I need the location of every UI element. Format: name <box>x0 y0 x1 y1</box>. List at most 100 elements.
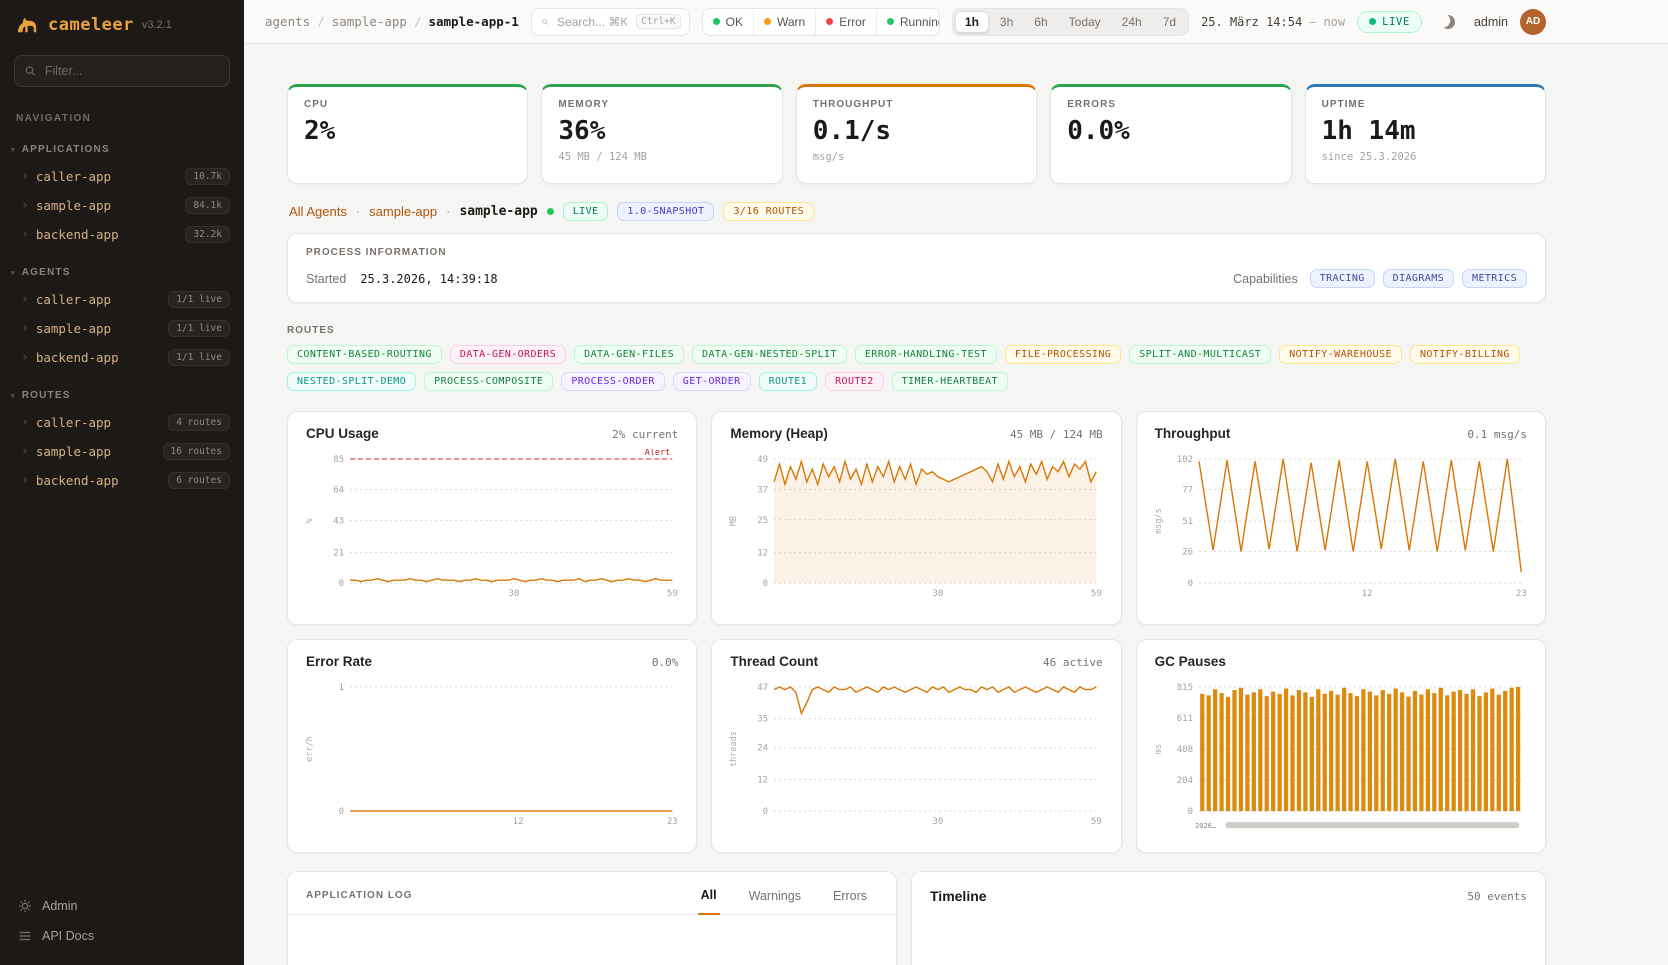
route-pill-process-composite[interactable]: PROCESS-COMPOSITE <box>424 372 554 391</box>
svg-text:err/h: err/h <box>305 736 315 762</box>
sidebar-item-agents-backend-app[interactable]: › backend-app 1/1 live <box>0 343 244 372</box>
content: CPU 2% MEMORY 36% 45 MB / 124 MB THROUGHPUT 0.… <box>244 44 1668 965</box>
routes-title: ROUTES <box>287 325 335 336</box>
filter-input[interactable] <box>42 63 219 79</box>
time-range-24h[interactable]: 24h <box>1112 11 1152 33</box>
sidebar-item-applications-caller-app[interactable]: › caller-app 10.7k <box>0 162 244 191</box>
chevron-right-icon: › <box>21 415 29 430</box>
route-pill-split-and-multicast[interactable]: SPLIT-AND-MULTICAST <box>1129 345 1272 364</box>
chart-head: Throughput 0.1 msg/s <box>1151 426 1531 441</box>
sidebar: cameleer v3.2.1 NAVIGATION ▾ APPLICATIONS… <box>0 0 244 965</box>
log-tab-warnings[interactable]: Warnings <box>746 888 804 914</box>
svg-text:23: 23 <box>1516 589 1527 599</box>
sidebar-item-applications-sample-app[interactable]: › sample-app 84.1k <box>0 191 244 220</box>
stat-value: 36% <box>558 116 606 146</box>
time-range-1h[interactable]: 1h <box>954 10 989 33</box>
svg-text:1: 1 <box>339 683 344 693</box>
chevron-right-icon: › <box>21 227 29 242</box>
route-pill-get-order[interactable]: GET-ORDER <box>672 372 751 391</box>
route-pill-process-order[interactable]: PROCESS-ORDER <box>561 372 665 391</box>
svg-text:21: 21 <box>333 548 344 558</box>
route-pill-notify-billing[interactable]: NOTIFY-BILLING <box>1409 345 1520 364</box>
time-range-today[interactable]: Today <box>1059 11 1111 33</box>
svg-text:12: 12 <box>758 549 769 559</box>
theme-toggle-button[interactable] <box>1434 8 1462 36</box>
chart-title: Throughput <box>1154 426 1231 441</box>
route-pill-file-processing[interactable]: FILE-PROCESSING <box>1004 345 1122 364</box>
svg-text:43: 43 <box>333 516 344 526</box>
status-filter-warn[interactable]: Warn <box>752 8 815 35</box>
chevron-right-icon: › <box>21 350 29 365</box>
docs-icon <box>18 929 32 943</box>
sidebar-item-routes-caller-app[interactable]: › caller-app 4 routes <box>0 408 244 437</box>
global-search-box[interactable]: Ctrl+K <box>530 7 690 36</box>
breadcrumb-sample-app[interactable]: sample-app <box>331 14 407 29</box>
process-info-row: Started 25.3.2026, 14:39:18 Capabilities… <box>306 269 1527 288</box>
sidebar-footer-api-docs[interactable]: API Docs <box>0 921 244 951</box>
route-pill-nested-split-demo[interactable]: NESTED-SPLIT-DEMO <box>287 372 417 391</box>
chart-card-cpu-usage: CPU Usage 2% current 0 21 43 64 85 30 59% Alert <box>287 411 698 625</box>
avatar[interactable]: AD <box>1520 8 1546 35</box>
time-range-display[interactable]: 25. März 14:54 — now <box>1201 15 1345 29</box>
sidebar-footer-admin[interactable]: Admin <box>0 891 244 921</box>
sidebar-section-applications[interactable]: ▾ APPLICATIONS <box>0 126 244 162</box>
svg-text:30: 30 <box>933 817 944 827</box>
log-tab-all[interactable]: All <box>697 888 720 915</box>
agent-bar-link-all-agents[interactable]: All Agents <box>289 204 347 219</box>
log-tab-errors[interactable]: Errors <box>830 888 870 914</box>
time-range-3h[interactable]: 3h <box>990 11 1023 33</box>
datetime-value: 25. März 14:54 <box>1201 14 1303 29</box>
process-information-card: PROCESS INFORMATION Started 25.3.2026, 1… <box>287 233 1546 303</box>
svg-text:102: 102 <box>1176 455 1192 465</box>
sidebar-filter-box[interactable] <box>14 55 230 87</box>
capabilities: Capabilities TRACING DIAGRAMS METRICS <box>1233 269 1527 288</box>
route-pill-route2[interactable]: ROUTE2 <box>825 372 884 391</box>
sidebar-item-label: backend-app <box>35 473 119 488</box>
timeline-card: Timeline 50 events <box>911 871 1546 965</box>
sidebar-item-badge: 1/1 live <box>168 349 230 366</box>
route-pill-data-gen-files[interactable]: DATA-GEN-FILES <box>574 345 685 364</box>
svg-text:30: 30 <box>933 589 944 599</box>
sidebar-item-label: caller-app <box>35 415 112 430</box>
sidebar-item-agents-sample-app[interactable]: › sample-app 1/1 live <box>0 314 244 343</box>
route-pill-error-handling-test[interactable]: ERROR-HANDLING-TEST <box>854 345 997 364</box>
sidebar-item-label: sample-app <box>35 444 112 459</box>
svg-text:0: 0 <box>763 579 768 589</box>
sidebar-item-routes-backend-app[interactable]: › backend-app 6 routes <box>0 466 244 495</box>
stats-row: CPU 2% MEMORY 36% 45 MB / 124 MB THROUGHPUT 0.… <box>287 84 1546 184</box>
sidebar-section-agents[interactable]: ▾ AGENTS <box>0 249 244 285</box>
agent-bar-link-sample-app[interactable]: sample-app <box>369 204 438 219</box>
svg-text:12: 12 <box>1361 589 1372 599</box>
status-filter-error[interactable]: Error <box>815 8 876 35</box>
breadcrumb-agents[interactable]: agents <box>265 14 311 29</box>
svg-text:12: 12 <box>758 775 769 785</box>
search-input[interactable] <box>555 13 630 30</box>
svg-text:ms: ms <box>1154 744 1164 754</box>
sidebar-item-applications-backend-app[interactable]: › backend-app 32.2k <box>0 220 244 249</box>
stat-label: ERRORS <box>1067 99 1116 110</box>
route-pill-timer-heartbeat[interactable]: TIMER-HEARTBEAT <box>891 372 1008 391</box>
app-name: cameleer <box>48 15 134 35</box>
route-pill-notify-warehouse[interactable]: NOTIFY-WAREHOUSE <box>1279 345 1402 364</box>
route-pill-route1[interactable]: ROUTE1 <box>758 372 818 391</box>
route-pill-data-gen-nested-split[interactable]: DATA-GEN-NESTED-SPLIT <box>692 345 847 364</box>
chevron-right-icon: › <box>21 444 29 459</box>
capability-pill-diagrams: DIAGRAMS <box>1382 269 1455 288</box>
app-logo[interactable]: cameleer v3.2.1 <box>0 0 244 47</box>
section-label: ROUTES <box>21 390 71 401</box>
status-filter-ok[interactable]: OK <box>703 9 753 35</box>
sidebar-item-agents-caller-app[interactable]: › caller-app 1/1 live <box>0 285 244 314</box>
sidebar-section-routes[interactable]: ▾ ROUTES <box>0 372 244 408</box>
chart-head: Error Rate 0.0% <box>302 654 682 669</box>
route-pill-data-gen-orders[interactable]: DATA-GEN-ORDERS <box>449 345 567 364</box>
svg-text:59: 59 <box>1091 817 1102 827</box>
time-range-6h[interactable]: 6h <box>1024 11 1057 33</box>
sidebar-item-badge: 4 routes <box>168 414 230 431</box>
section-caret-icon: ▾ <box>11 392 16 400</box>
sidebar-item-routes-sample-app[interactable]: › sample-app 16 routes <box>0 437 244 466</box>
route-pill-content-based-routing[interactable]: CONTENT-BASED-ROUTING <box>287 345 442 364</box>
time-range-7d[interactable]: 7d <box>1153 11 1186 33</box>
navigation-label: NAVIGATION <box>16 113 92 124</box>
svg-text:0: 0 <box>763 807 768 817</box>
status-filter-running[interactable]: Running <box>875 8 939 35</box>
